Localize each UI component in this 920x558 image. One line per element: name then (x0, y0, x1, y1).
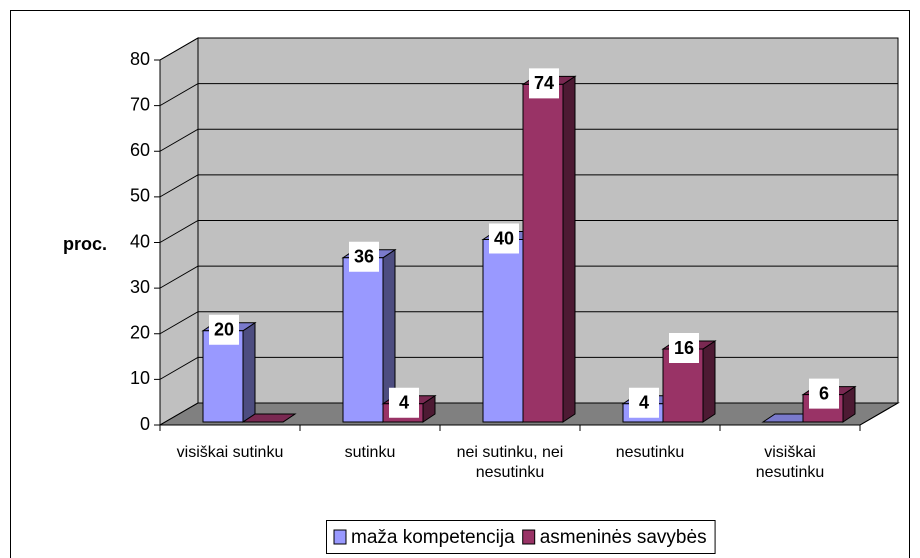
data-label: 4 (399, 393, 409, 413)
grid-line (159, 220, 898, 243)
y-tick-label: 0 (140, 414, 150, 434)
bar-top (241, 413, 297, 423)
y-tick-label: 80 (130, 49, 150, 69)
grid-line (159, 83, 898, 107)
y-tick-label: 20 (130, 323, 150, 343)
bar-side (562, 75, 576, 423)
bar-side (242, 321, 256, 423)
grid-line (159, 311, 898, 335)
y-tick-label: 40 (130, 231, 150, 251)
legend-swatch (333, 529, 347, 545)
x-tick-label: nei sutinku, nei nesutinku (456, 444, 564, 481)
data-label: 16 (674, 338, 694, 358)
data-label-box (489, 223, 519, 254)
data-label-box (389, 387, 419, 418)
data-label: 40 (494, 228, 514, 248)
x-tick-label: visiškai nesutinku (755, 444, 825, 481)
bar (342, 257, 384, 423)
data-label-box (629, 387, 659, 418)
legend-label: asmeninės savybės (540, 527, 707, 548)
data-label-box (669, 333, 699, 363)
legend-label: maža kompetencija (351, 527, 515, 548)
bar (522, 83, 564, 423)
y-axis-label: proc. (63, 234, 107, 254)
y-tick-label: 10 (130, 368, 150, 388)
data-label-box (209, 314, 239, 345)
y-tick-label: 30 (130, 277, 150, 297)
data-label-box (809, 378, 839, 409)
data-label-box (529, 68, 559, 99)
y-tick-label: 60 (130, 140, 150, 160)
y-tick-label: 70 (130, 94, 150, 114)
data-label-box (349, 241, 379, 272)
data-label: 20 (214, 320, 234, 340)
grid-line (159, 174, 898, 198)
floor-edge (859, 402, 899, 426)
bar-side (702, 340, 716, 423)
bar (482, 239, 524, 423)
data-label: 4 (639, 393, 649, 413)
x-tick-label: visiškai sutinku (176, 444, 284, 461)
legend-box (326, 520, 716, 554)
x-tick-label: nesutinku (615, 444, 685, 461)
data-label: 74 (534, 73, 554, 93)
y-tick-label: 50 (130, 186, 150, 206)
grid-line (159, 128, 898, 152)
grid-line (159, 265, 898, 289)
data-label: 36 (354, 247, 374, 267)
x-tick-label: sutinku (344, 444, 396, 461)
data-label: 6 (819, 383, 829, 403)
grid-line (159, 37, 898, 61)
legend-swatch (522, 529, 536, 545)
